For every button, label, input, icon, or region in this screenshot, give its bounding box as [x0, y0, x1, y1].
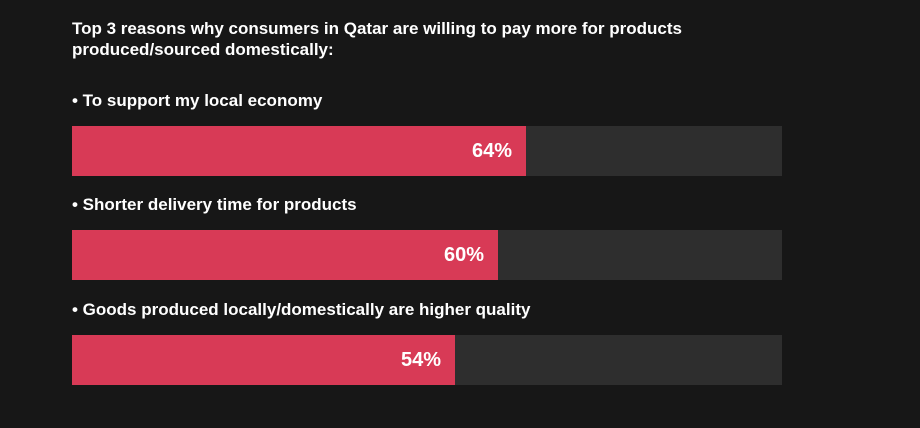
bar-row: • Goods produced locally/domestically ar…: [72, 300, 782, 385]
bar-row: • Shorter delivery time for products 60%: [72, 195, 782, 280]
bar: [72, 335, 455, 385]
chart-title: Top 3 reasons why consumers in Qatar are…: [72, 19, 682, 59]
bar-track: 64%: [72, 126, 782, 176]
bar-track: 60%: [72, 230, 782, 280]
bar: [72, 126, 526, 176]
bar-track: 54%: [72, 335, 782, 385]
value-label: 54%: [400, 349, 441, 371]
value-label: 60%: [443, 244, 484, 266]
value-label: 64%: [471, 140, 512, 162]
category-label: • Goods produced locally/domestically ar…: [72, 300, 531, 319]
category-label: • To support my local economy: [72, 91, 323, 110]
bar: [72, 230, 498, 280]
category-label: • Shorter delivery time for products: [72, 195, 357, 214]
bar-row: • To support my local economy 64%: [72, 91, 782, 176]
